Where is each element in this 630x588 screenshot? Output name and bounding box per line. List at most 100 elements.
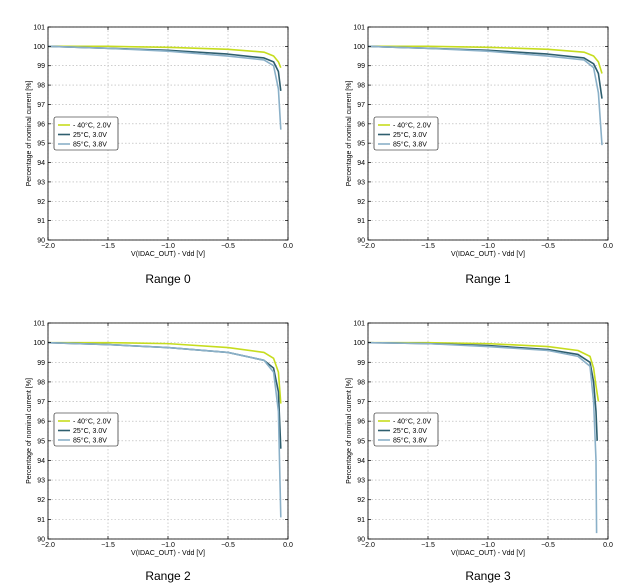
x-tick-label: −1.5 xyxy=(101,243,115,250)
y-tick-label: 93 xyxy=(357,179,365,186)
y-tick-label: 94 xyxy=(357,458,365,465)
x-tick-label: −0.5 xyxy=(541,243,555,250)
y-tick-label: 91 xyxy=(37,517,45,524)
y-tick-label: 101 xyxy=(33,321,45,328)
y-tick-label: 99 xyxy=(357,360,365,367)
legend-label-minus40: - 40°C, 2.0V xyxy=(393,418,432,426)
series-line-plus85 xyxy=(47,45,282,130)
y-axis-label: Percentage of nominal current [%] xyxy=(346,378,353,484)
legend-label-plus25: 25°C, 3.0V xyxy=(393,427,427,435)
chart-caption: Range 3 xyxy=(465,569,511,583)
x-tick-label: −2.0 xyxy=(41,542,55,549)
y-tick-label: 90 xyxy=(37,537,45,544)
legend-label-plus85: 85°C, 3.8V xyxy=(73,437,107,445)
chart-caption: Range 2 xyxy=(145,569,191,583)
y-tick-label: 96 xyxy=(357,121,365,128)
chart-caption: Range 1 xyxy=(465,272,511,286)
y-tick-label: 99 xyxy=(37,360,45,367)
y-axis-label: Percentage of nominal current [%] xyxy=(26,378,33,484)
chart-panel-2: 90 91 92 93 94 95 96 97 98 99 100 101 −2.0 −1.5 −1.0 −0… xyxy=(26,321,293,584)
series-line-minus40 xyxy=(368,45,603,74)
y-tick-label: 93 xyxy=(37,179,45,186)
y-tick-label: 93 xyxy=(37,478,45,485)
x-axis-label: V(IDAC_OUT) - Vdd [V] xyxy=(451,251,525,258)
legend-label-minus40: - 40°C, 2.0V xyxy=(73,122,112,130)
y-axis-label: Percentage of nominal current [%] xyxy=(26,81,33,187)
x-tick-label: −0.5 xyxy=(221,542,235,549)
x-tick-label: 0.0 xyxy=(283,542,293,549)
legend-label-minus40: - 40°C, 2.0V xyxy=(73,418,112,426)
legend-label-plus85: 85°C, 3.8V xyxy=(393,141,427,149)
y-tick-label: 91 xyxy=(37,218,45,225)
y-tick-label: 94 xyxy=(37,458,45,465)
y-tick-label: 92 xyxy=(357,199,365,206)
x-tick-label: −1.0 xyxy=(161,243,175,250)
y-tick-label: 95 xyxy=(37,438,45,445)
x-tick-label: −1.5 xyxy=(101,542,115,549)
x-tick-label: 0.0 xyxy=(283,243,293,250)
x-tick-label: −2.0 xyxy=(41,243,55,250)
x-tick-label: 0.0 xyxy=(603,542,613,549)
legend-label-plus25: 25°C, 3.0V xyxy=(393,131,427,139)
chart-panel-1: 90 91 92 93 94 95 96 97 98 99 100 101 −2.0 −1.5 −1.0 −0… xyxy=(346,25,613,287)
x-tick-label: 0.0 xyxy=(603,243,613,250)
legend-label-minus40: - 40°C, 2.0V xyxy=(393,122,432,130)
y-tick-label: 96 xyxy=(37,121,45,128)
y-tick-label: 96 xyxy=(37,419,45,426)
legend-label-plus25: 25°C, 3.0V xyxy=(73,131,107,139)
y-tick-label: 99 xyxy=(357,63,365,70)
series-line-plus85 xyxy=(47,341,282,518)
y-tick-label: 92 xyxy=(357,497,365,504)
series-line-plus85 xyxy=(367,45,603,146)
x-tick-label: −2.0 xyxy=(361,542,375,549)
x-tick-label: −0.5 xyxy=(541,542,555,549)
y-tick-label: 98 xyxy=(37,379,45,386)
y-tick-label: 100 xyxy=(353,44,365,51)
y-tick-label: 100 xyxy=(33,44,45,51)
series-line-minus40 xyxy=(368,341,600,402)
y-tick-label: 99 xyxy=(37,63,45,70)
x-axis-label: V(IDAC_OUT) - Vdd [V] xyxy=(451,550,525,557)
y-tick-label: 101 xyxy=(33,25,45,32)
y-tick-label: 97 xyxy=(357,399,365,406)
y-axis-label: Percentage of nominal current [%] xyxy=(346,81,353,187)
series-line-plus85 xyxy=(367,341,598,534)
series-line-plus25 xyxy=(367,45,603,99)
y-tick-label: 100 xyxy=(33,340,45,347)
y-tick-label: 92 xyxy=(37,497,45,504)
y-tick-label: 91 xyxy=(357,218,365,225)
x-axis-label: V(IDAC_OUT) - Vdd [V] xyxy=(131,550,205,557)
legend-label-plus25: 25°C, 3.0V xyxy=(73,427,107,435)
legend-label-plus85: 85°C, 3.8V xyxy=(393,437,427,445)
x-tick-label: −1.0 xyxy=(481,542,495,549)
y-tick-label: 101 xyxy=(353,25,365,32)
y-tick-label: 97 xyxy=(37,102,45,109)
y-tick-label: 98 xyxy=(357,83,365,90)
y-tick-label: 94 xyxy=(357,160,365,167)
x-tick-label: −2.0 xyxy=(361,243,375,250)
legend-label-plus85: 85°C, 3.8V xyxy=(73,141,107,149)
y-tick-label: 98 xyxy=(37,83,45,90)
y-tick-label: 98 xyxy=(357,379,365,386)
y-tick-label: 90 xyxy=(357,537,365,544)
x-tick-label: −0.5 xyxy=(221,243,235,250)
y-tick-label: 97 xyxy=(357,102,365,109)
y-tick-label: 90 xyxy=(37,238,45,245)
y-tick-label: 95 xyxy=(37,141,45,148)
series-line-plus25 xyxy=(47,45,282,91)
chart-caption: Range 0 xyxy=(145,272,191,286)
chart-panel-0: 90 91 92 93 94 95 96 97 98 99 100 101 −2.0 −1.5 −1.0 −0… xyxy=(26,25,293,287)
y-tick-label: 95 xyxy=(357,438,365,445)
y-tick-label: 96 xyxy=(357,419,365,426)
chart-panel-3: 90 91 92 93 94 95 96 97 98 99 100 101 −2.0 −1.5 −1.0 −0… xyxy=(346,321,613,584)
x-tick-label: −1.0 xyxy=(161,542,175,549)
x-tick-label: −1.5 xyxy=(421,542,435,549)
y-tick-label: 91 xyxy=(357,517,365,524)
y-tick-label: 95 xyxy=(357,141,365,148)
x-tick-label: −1.5 xyxy=(421,243,435,250)
y-tick-label: 101 xyxy=(353,321,365,328)
y-tick-label: 100 xyxy=(353,340,365,347)
x-axis-label: V(IDAC_OUT) - Vdd [V] xyxy=(131,251,205,258)
series-line-minus40 xyxy=(48,341,282,404)
